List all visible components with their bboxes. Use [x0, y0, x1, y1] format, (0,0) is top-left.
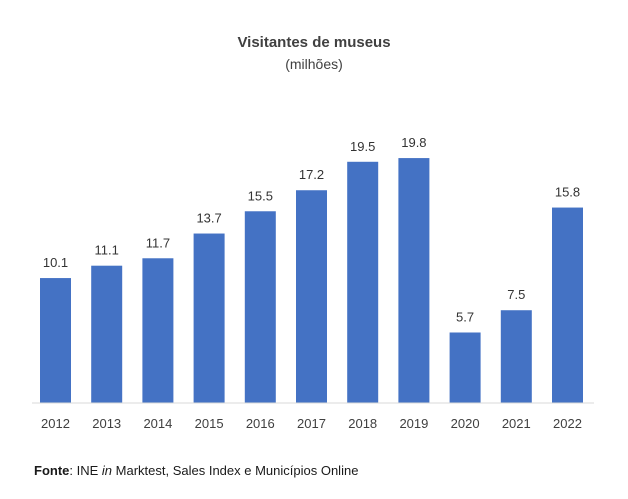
- source-note: Fonte: INE in Marktest, Sales Index e Mu…: [34, 463, 358, 478]
- data-label-2022: 15.8: [555, 185, 580, 200]
- source-suffix: Marktest, Sales Index e Municípios Onlin…: [112, 463, 359, 478]
- data-label-2012: 10.1: [43, 255, 68, 270]
- bar-2021: [500, 310, 532, 403]
- x-tick-label-2014: 2014: [143, 416, 172, 431]
- bar-2018: [347, 161, 379, 403]
- x-tick-label-2018: 2018: [348, 416, 377, 431]
- x-tick-label-2012: 2012: [41, 416, 70, 431]
- x-tick-label-2013: 2013: [92, 416, 121, 431]
- x-tick-label-2015: 2015: [195, 416, 224, 431]
- data-label-2020: 5.7: [456, 309, 474, 324]
- data-label-2016: 15.5: [248, 188, 273, 203]
- bar-2020: [449, 332, 481, 403]
- bar-2015: [193, 233, 225, 403]
- bar-2017: [296, 190, 327, 403]
- data-label-2018: 19.5: [350, 139, 375, 154]
- chart-subtitle: (milhões): [285, 56, 343, 72]
- bar-2016: [244, 211, 276, 403]
- bar-2014: [142, 258, 174, 403]
- x-tick-label-2019: 2019: [399, 416, 428, 431]
- bar-2019: [398, 158, 430, 403]
- data-label-2014: 11.7: [146, 235, 170, 250]
- x-tick-label-2022: 2022: [553, 416, 582, 431]
- data-label-2013: 11.1: [95, 243, 119, 258]
- source-italic: in: [101, 463, 113, 478]
- chart-title: Visitantes de museus: [237, 34, 391, 51]
- bar-2012: [40, 278, 71, 403]
- x-tick-label-2021: 2021: [502, 416, 531, 431]
- bar-2013: [91, 265, 123, 403]
- source-label: Fonte: [34, 463, 70, 478]
- x-tick-label-2020: 2020: [451, 416, 480, 431]
- data-label-2017: 17.2: [299, 167, 324, 182]
- data-label-2015: 13.7: [196, 211, 221, 226]
- bar-2022: [552, 207, 583, 403]
- data-label-2021: 7.5: [507, 287, 525, 302]
- data-label-2019: 19.8: [401, 135, 426, 150]
- x-tick-label-2017: 2017: [297, 416, 326, 431]
- source-prefix: : INE: [69, 463, 102, 478]
- x-tick-label-2016: 2016: [246, 416, 275, 431]
